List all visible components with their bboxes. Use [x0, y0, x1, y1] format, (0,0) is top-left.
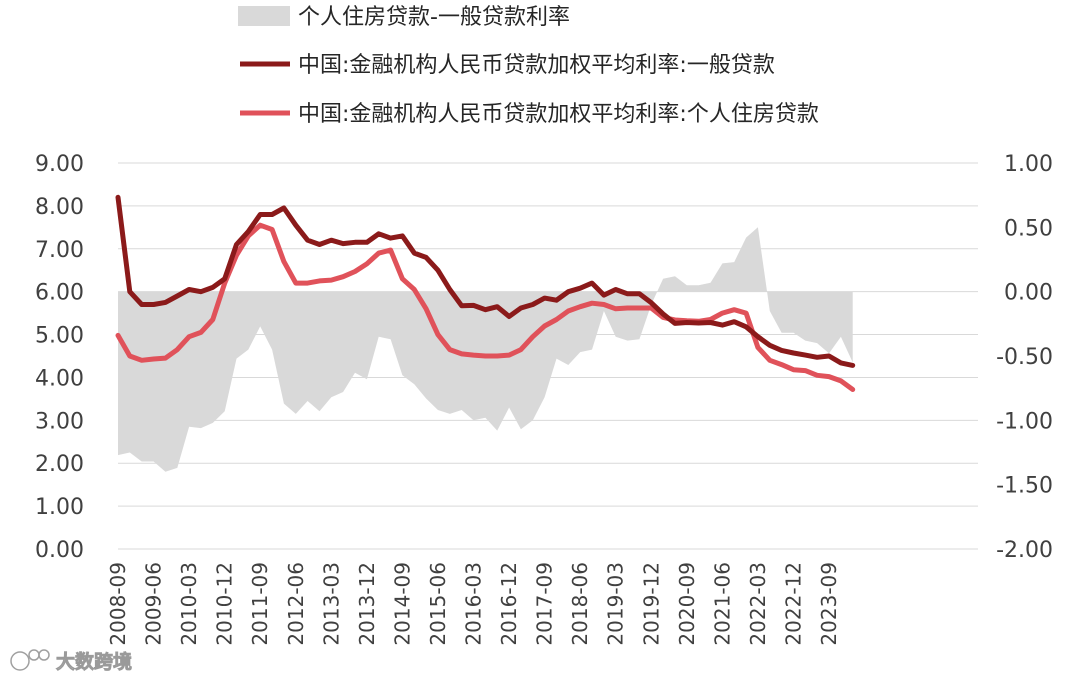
- x-tick-label: 2009-06: [142, 562, 166, 646]
- right-tick-label: 0.50: [1004, 216, 1053, 241]
- x-axis-ticks: 2008-09 2009-06 2010-03 2010-12 2011-09 2012-…: [106, 562, 841, 646]
- left-tick-label: 9.00: [35, 152, 84, 177]
- x-tick-label: 2014-09: [390, 562, 414, 646]
- x-tick-label: 2012-06: [284, 562, 308, 646]
- x-tick-label: 2019-03: [604, 562, 628, 646]
- spread-area: [118, 227, 853, 472]
- left-tick-label: 3.00: [35, 409, 84, 434]
- x-tick-label: 2017-09: [533, 562, 557, 646]
- right-tick-label: -1.00: [996, 409, 1053, 434]
- x-tick-label: 2022-03: [746, 562, 770, 646]
- x-tick-label: 2013-03: [319, 562, 343, 646]
- spread-area-series: [118, 227, 853, 472]
- right-tick-label: -1.50: [996, 474, 1053, 499]
- x-tick-label: 2019-12: [639, 562, 663, 646]
- x-tick-label: 2023-09: [817, 562, 841, 646]
- x-tick-label: 2018-06: [568, 562, 592, 646]
- x-tick-label: 2016-12: [497, 562, 521, 646]
- left-tick-label: 8.00: [35, 195, 84, 220]
- logo-mark-icon: [10, 649, 50, 671]
- left-tick-label: 1.00: [35, 495, 84, 520]
- x-tick-label: 2016-03: [462, 562, 486, 646]
- left-tick-label: 6.00: [35, 281, 84, 306]
- mortgage-rate-line: [115, 222, 856, 392]
- legend-label-spread: 个人住房贷款-一般贷款利率: [298, 5, 570, 30]
- rate-line-series: [115, 194, 856, 392]
- right-tick-label: 1.00: [1004, 152, 1053, 177]
- watermark-text: 大数跨境: [56, 650, 132, 673]
- general-loan-rate-line: [115, 194, 856, 368]
- legend-label-general-loan: 中国:金融机构人民币贷款加权平均利率:一般贷款: [298, 53, 775, 78]
- x-tick-label: 2013-12: [355, 562, 379, 646]
- left-axis-ticks: 0.00 1.00 2.00 3.00 4.00 5.00 6.00 7.00 8.00 9.00: [35, 152, 84, 563]
- right-tick-label: -2.00: [996, 538, 1053, 563]
- left-tick-label: 2.00: [35, 452, 84, 477]
- x-tick-label: 2015-06: [426, 562, 450, 646]
- x-tick-label: 2021-06: [710, 562, 734, 646]
- legend: 个人住房贷款-一般贷款利率 中国:金融机构人民币贷款加权平均利率:一般贷款 中国…: [238, 5, 819, 127]
- left-tick-label: 5.00: [35, 324, 84, 349]
- x-tick-label: 2022-12: [782, 562, 806, 646]
- left-tick-label: 7.00: [35, 238, 84, 263]
- right-tick-label: -0.50: [996, 345, 1053, 370]
- watermark: 大数跨境: [10, 649, 132, 673]
- x-tick-label: 2008-09: [106, 562, 130, 646]
- x-tick-label: 2010-12: [213, 562, 237, 646]
- x-tick-label: 2011-09: [248, 562, 272, 646]
- right-tick-label: 0.00: [1004, 281, 1053, 306]
- left-tick-label: 0.00: [35, 538, 84, 563]
- legend-swatch-spread: [238, 6, 290, 26]
- legend-label-mortgage: 中国:金融机构人民币贷款加权平均利率:个人住房贷款: [298, 102, 819, 127]
- right-axis-ticks: -2.00 -1.50 -1.00 -0.50 0.00 0.50 1.00: [996, 152, 1053, 563]
- x-tick-label: 2010-03: [177, 562, 201, 646]
- x-tick-label: 2020-09: [675, 562, 699, 646]
- left-tick-label: 4.00: [35, 366, 84, 391]
